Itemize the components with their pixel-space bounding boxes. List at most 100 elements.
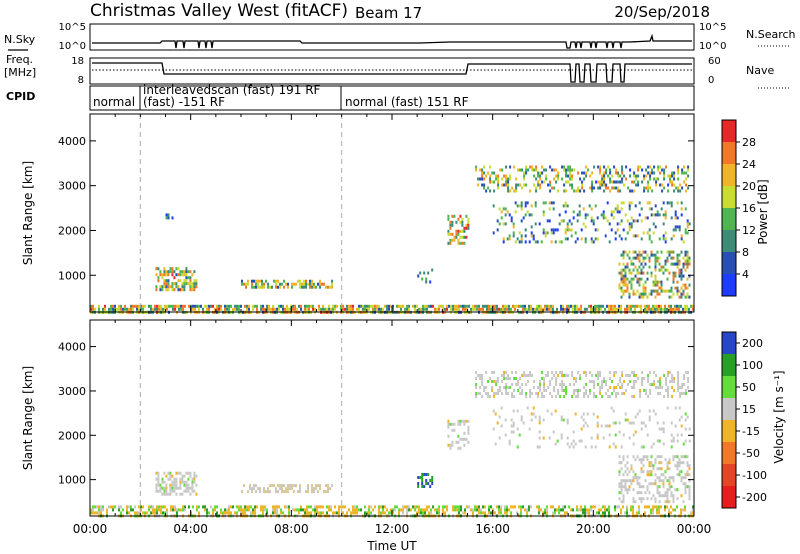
heatmap-cell [674, 271, 677, 275]
heatmap-cell [338, 508, 340, 512]
heatmap-cell [538, 415, 541, 419]
heatmap-cell [130, 304, 132, 308]
heatmap-cell [329, 487, 331, 491]
heatmap-cell [674, 488, 677, 492]
heatmap-cell [175, 285, 178, 289]
heatmap-cell [130, 307, 132, 311]
heatmap-cell [455, 229, 458, 233]
heatmap-cell [686, 461, 689, 465]
heatmap-cell [583, 177, 586, 181]
heatmap-cell [563, 389, 566, 392]
heatmap-cell [632, 508, 634, 512]
heatmap-cell [594, 237, 597, 241]
heatmap-cell [504, 505, 506, 509]
heatmap-cell [626, 467, 629, 471]
heatmap-cell [569, 183, 572, 187]
heatmap-cell [167, 273, 170, 277]
heatmap-cell [672, 455, 675, 459]
heatmap-cell [396, 505, 398, 509]
heatmap-cell [447, 229, 450, 233]
heatmap-cell [481, 380, 484, 383]
heatmap-cell [508, 213, 511, 217]
heatmap-cell [596, 228, 599, 232]
heatmap-cell [570, 304, 572, 308]
heatmap-cell [660, 473, 663, 477]
heatmap-cell [120, 304, 122, 308]
heatmap-cell [253, 487, 255, 491]
heatmap-cell [279, 285, 281, 289]
heatmap-cell [252, 304, 254, 308]
colorbar-swatch [722, 186, 736, 208]
heatmap-cell [185, 267, 188, 271]
heatmap-cell [632, 304, 634, 308]
heatmap-cell [402, 508, 404, 512]
heatmap-cell [314, 511, 316, 515]
heatmap-cell [171, 489, 174, 493]
heatmap-cell [273, 484, 275, 488]
heatmap-cell [581, 171, 584, 175]
heatmap-cell [674, 307, 676, 311]
heatmap-cell [316, 508, 318, 512]
heatmap-cell [493, 180, 496, 184]
heatmap-cell [422, 304, 424, 308]
heatmap-cell [682, 274, 685, 278]
heatmap-cell [550, 307, 552, 311]
heatmap-cell [174, 307, 176, 311]
heatmap-cell [463, 437, 466, 441]
heatmap-cell [644, 262, 647, 266]
heatmap-cell [255, 484, 257, 488]
heatmap-cell [626, 473, 629, 477]
heatmap-cell [641, 371, 644, 374]
heatmap-cell [544, 201, 547, 205]
heatmap-cell [658, 511, 660, 515]
heatmap-cell [142, 505, 144, 509]
heatmap-cell [400, 508, 402, 512]
heatmap-cell [489, 180, 492, 184]
heatmap-cell [118, 304, 120, 308]
heatmap-cell [165, 474, 168, 478]
heatmap-cell [228, 304, 230, 308]
heatmap-cell [650, 511, 652, 515]
heatmap-cell [603, 174, 606, 178]
heatmap-cell [291, 487, 293, 491]
heatmap-cell [154, 304, 156, 308]
heatmap-cell [537, 180, 540, 184]
heatmap-cell [682, 283, 685, 287]
heatmap-cell [626, 488, 629, 492]
heatmap-cell [479, 168, 482, 172]
heatmap-cell [664, 216, 667, 220]
heatmap-cell [548, 436, 551, 440]
heatmap-cell [652, 511, 654, 515]
heatmap-cell [677, 371, 680, 374]
heatmap-cell [558, 213, 561, 217]
heatmap-cell [246, 304, 248, 308]
heatmap-cell [545, 174, 548, 178]
heatmap-cell [647, 380, 650, 383]
colorbar-tick-label: 50 [742, 381, 756, 394]
heatmap-cell [336, 304, 338, 308]
heatmap-cell [617, 171, 620, 175]
heatmap-cell [671, 386, 674, 389]
heatmap-cell [478, 304, 480, 308]
heatmap-cell [680, 268, 683, 272]
heatmap-cell [172, 505, 174, 509]
heatmap-cell [604, 307, 606, 311]
heatmap-cell [263, 282, 265, 286]
heatmap-cell [509, 189, 512, 193]
heatmap-cell [686, 292, 689, 296]
heatmap-cell [584, 508, 586, 512]
heatmap-cell [446, 304, 448, 308]
heatmap-cell [626, 219, 629, 223]
heatmap-cell [548, 219, 551, 223]
heatmap-cell [637, 168, 640, 172]
heatmap-cell [632, 262, 635, 266]
heatmap-cell [174, 508, 176, 512]
heatmap-cell [591, 189, 594, 193]
heatmap-cell [489, 189, 492, 193]
heatmap-cell [632, 234, 635, 238]
heatmap-cell [196, 508, 198, 512]
heatmap-cell [622, 494, 625, 498]
heatmap-cell [609, 171, 612, 175]
heatmap-cell [578, 439, 581, 443]
heatmap-cell [628, 421, 631, 425]
